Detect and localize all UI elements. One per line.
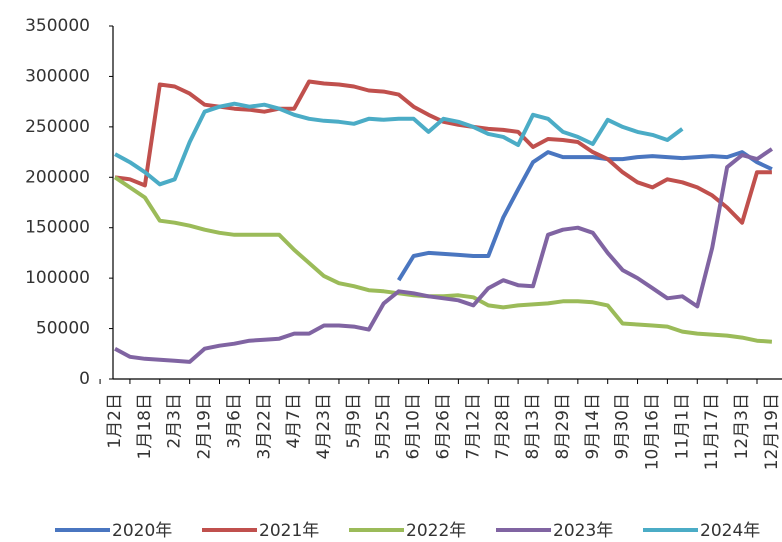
x-tick-label: 6月10日 xyxy=(404,393,424,459)
x-tick-label: 5月25日 xyxy=(374,393,394,459)
y-tick-label: 200000 xyxy=(25,167,90,187)
y-tick-label: 350000 xyxy=(25,16,90,36)
x-tick-label: 9月30日 xyxy=(613,393,633,459)
legend-label: 2021年 xyxy=(259,521,319,541)
y-tick-label: 300000 xyxy=(25,66,90,86)
x-tick-label: 4月23日 xyxy=(314,393,334,459)
y-tick-label: 0 xyxy=(79,369,90,389)
x-tick-label: 5月9日 xyxy=(344,393,364,449)
x-tick-label: 12月3日 xyxy=(732,393,752,459)
series-line xyxy=(396,150,773,282)
series-line xyxy=(113,175,773,344)
x-tick-label: 6月26日 xyxy=(433,393,453,459)
x-tick-label: 7月28日 xyxy=(493,393,513,459)
plot-area xyxy=(113,79,774,364)
x-tick-label: 4月7日 xyxy=(284,393,304,449)
x-tick-label: 1月2日 xyxy=(105,393,125,449)
y-tick-label: 150000 xyxy=(25,218,90,238)
x-tick-label: 12月19日 xyxy=(762,393,782,470)
x-tick-label: 2月19日 xyxy=(195,393,215,459)
series-line xyxy=(114,79,772,225)
x-tick-label: 9月14日 xyxy=(583,393,603,459)
legend-label: 2023年 xyxy=(553,521,613,541)
legend-label: 2022年 xyxy=(406,521,466,541)
x-tick-label: 3月22日 xyxy=(254,393,274,459)
legend-label: 2024年 xyxy=(700,521,760,541)
y-tick-label: 100000 xyxy=(25,268,90,288)
x-tick-label: 1月18日 xyxy=(135,393,155,459)
legend-label: 2020年 xyxy=(112,521,172,541)
x-tick-label: 3月6日 xyxy=(224,393,244,449)
x-tick-label: 7月12日 xyxy=(463,393,483,459)
y-tick-label: 250000 xyxy=(25,117,90,137)
x-tick-label: 11月17日 xyxy=(702,393,722,470)
x-tick-label: 8月29日 xyxy=(553,393,573,459)
x-tick-label: 2月3日 xyxy=(165,393,185,449)
y-tick-label: 50000 xyxy=(36,319,90,339)
x-tick-label: 10月16日 xyxy=(642,393,662,470)
x-tick-label: 11月1日 xyxy=(672,393,692,459)
series-line xyxy=(114,101,684,187)
series-line xyxy=(114,147,774,364)
x-tick-label: 8月13日 xyxy=(523,393,543,459)
